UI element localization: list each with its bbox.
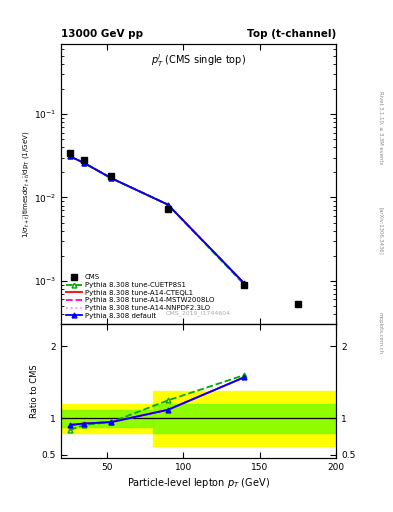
- Line: Pythia 8.308 tune-A14-CTEQL1: Pythia 8.308 tune-A14-CTEQL1: [70, 157, 244, 284]
- Pythia 8.308 tune-A14-CTEQL1: [242, 281, 247, 287]
- Pythia 8.308 default: [81, 160, 86, 166]
- Line: Pythia 8.308 tune-A14-MSTW2008LO: Pythia 8.308 tune-A14-MSTW2008LO: [70, 157, 244, 284]
- CMS: [109, 173, 114, 179]
- CMS: [296, 301, 300, 307]
- CMS: [165, 206, 170, 212]
- Text: $p_T^l$ (CMS single top): $p_T^l$ (CMS single top): [151, 52, 246, 69]
- Pythia 8.308 default: [242, 281, 247, 287]
- Y-axis label: Ratio to CMS: Ratio to CMS: [30, 365, 39, 418]
- CMS: [68, 150, 72, 156]
- Y-axis label: 1/$\sigma_{t+\bar{t}}$)times$d\sigma_{t+\bar{t}}$/dp$_T$ (1/GeV): 1/$\sigma_{t+\bar{t}}$)times$d\sigma_{t+…: [21, 130, 31, 238]
- Pythia 8.308 tune-A14-MSTW2008LO: [109, 175, 114, 181]
- Pythia 8.308 tune-CUETP8S1: [165, 202, 170, 208]
- Legend: CMS, Pythia 8.308 tune-CUETP8S1, Pythia 8.308 tune-A14-CTEQL1, Pythia 8.308 tune: CMS, Pythia 8.308 tune-CUETP8S1, Pythia …: [64, 272, 216, 321]
- Pythia 8.308 tune-A14-CTEQL1: [68, 154, 72, 160]
- Text: mcplots.cern.ch: mcplots.cern.ch: [378, 312, 383, 354]
- CMS: [81, 157, 86, 163]
- Text: Rivet 3.1.10, ≥ 3.3M events: Rivet 3.1.10, ≥ 3.3M events: [378, 91, 383, 165]
- Pythia 8.308 tune-A14-MSTW2008LO: [242, 281, 247, 287]
- CMS: [242, 282, 247, 288]
- Line: CMS: CMS: [67, 151, 301, 307]
- Pythia 8.308 tune-CUETP8S1: [242, 282, 247, 288]
- Text: 13000 GeV pp: 13000 GeV pp: [61, 29, 143, 39]
- Pythia 8.308 tune-A14-NNPDF2.3LO: [68, 154, 72, 160]
- Pythia 8.308 tune-A14-NNPDF2.3LO: [242, 281, 247, 287]
- Pythia 8.308 tune-CUETP8S1: [81, 160, 86, 166]
- Text: CMS_2019_I1744604: CMS_2019_I1744604: [166, 310, 231, 316]
- Pythia 8.308 tune-A14-CTEQL1: [165, 202, 170, 208]
- Pythia 8.308 tune-A14-MSTW2008LO: [81, 160, 86, 166]
- Pythia 8.308 tune-A14-MSTW2008LO: [68, 154, 72, 160]
- Pythia 8.308 tune-CUETP8S1: [109, 175, 114, 181]
- X-axis label: Particle-level lepton $p_T$ (GeV): Particle-level lepton $p_T$ (GeV): [127, 476, 270, 490]
- Line: Pythia 8.308 tune-CUETP8S1: Pythia 8.308 tune-CUETP8S1: [68, 154, 247, 287]
- Pythia 8.308 default: [165, 202, 170, 208]
- Pythia 8.308 tune-A14-MSTW2008LO: [165, 202, 170, 208]
- Line: Pythia 8.308 default: Pythia 8.308 default: [68, 154, 247, 286]
- Pythia 8.308 tune-A14-NNPDF2.3LO: [165, 202, 170, 208]
- Pythia 8.308 tune-A14-CTEQL1: [109, 175, 114, 181]
- Pythia 8.308 default: [109, 175, 114, 181]
- Text: [arXiv:1306.3436]: [arXiv:1306.3436]: [378, 206, 383, 254]
- Pythia 8.308 tune-A14-NNPDF2.3LO: [81, 160, 86, 166]
- Text: Top (t-channel): Top (t-channel): [247, 29, 336, 39]
- Line: Pythia 8.308 tune-A14-NNPDF2.3LO: Pythia 8.308 tune-A14-NNPDF2.3LO: [70, 157, 244, 284]
- Pythia 8.308 default: [68, 154, 72, 160]
- Pythia 8.308 tune-A14-NNPDF2.3LO: [109, 175, 114, 181]
- Pythia 8.308 tune-CUETP8S1: [68, 154, 72, 160]
- Pythia 8.308 tune-A14-CTEQL1: [81, 160, 86, 166]
